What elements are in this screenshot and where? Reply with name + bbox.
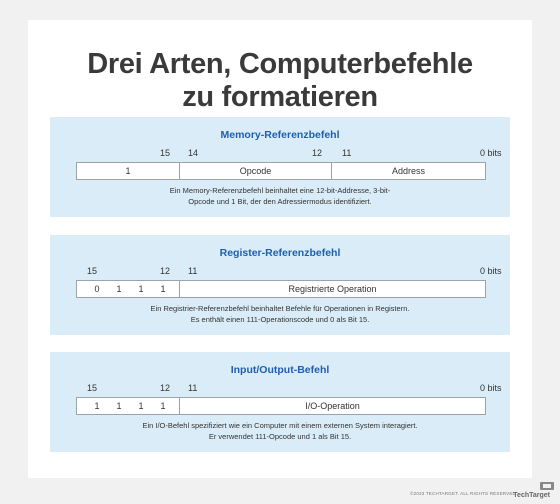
- cell-divider: [179, 398, 180, 414]
- bit-label-12: 12: [312, 148, 323, 158]
- bit-label-11: 11: [342, 148, 352, 158]
- description-line-1: Ein I/O-Befehl spezifiziert wie ein Comp…: [142, 421, 418, 430]
- panel-title: Memory-Referenzbefehl: [220, 129, 340, 141]
- instruction-format-row: 1 Opcode Address: [76, 162, 486, 180]
- diagram-title: Drei Arten, Computerbefehle zu formatier…: [28, 48, 532, 114]
- description-line-2: Opcode und 1 Bit, der den Adressiermodus…: [188, 197, 372, 206]
- panel-description: Ein Memory-Referenzbefehl beinhaltet ein…: [90, 185, 470, 207]
- bit-label-14: 14: [188, 148, 199, 158]
- title-line-2: zu formatieren: [182, 81, 378, 113]
- cell-divider: [179, 163, 180, 179]
- bit-label-0: 0 bits: [480, 383, 502, 393]
- panel-title: Input/Output-Befehl: [230, 364, 330, 376]
- cell-divider: [179, 281, 180, 297]
- copyright-footer: ©2023 TECHTARGET. ALL RIGHTS RESERVED: [410, 491, 516, 496]
- panel-description: Ein I/O-Befehl spezifiziert wie ein Comp…: [90, 420, 470, 442]
- cell-bit-13: 1: [138, 401, 144, 411]
- bit-label-12: 12: [160, 266, 171, 276]
- cell-opcode: Opcode: [239, 166, 272, 176]
- cell-bit-14: 1: [116, 401, 122, 411]
- bit-label-15: 15: [160, 148, 171, 158]
- description-line-1: Ein Registrier-Referenzbefehl beinhaltet…: [150, 304, 410, 313]
- bit-label-12: 12: [160, 383, 171, 393]
- bit-label-0: 0 bits: [480, 266, 502, 276]
- instruction-format-row: 1 1 1 1 I/O-Operation: [76, 397, 486, 415]
- title-line-1: Drei Arten, Computerbefehle: [87, 48, 473, 80]
- cell-bit-12: 1: [160, 401, 166, 411]
- bit-label-11: 11: [188, 266, 198, 276]
- cell-divider: [331, 163, 332, 179]
- bit-label-11: 11: [188, 383, 198, 393]
- cell-register-operation: Registrierte Operation: [288, 284, 377, 294]
- panel-description: Ein Registrier-Referenzbefehl beinhaltet…: [90, 303, 470, 325]
- bit-label-15: 15: [87, 383, 98, 393]
- cell-bit-15: 1: [94, 401, 100, 411]
- register-reference-panel: Register-Referenzbefehl 15 12 11 0 bits …: [50, 235, 510, 335]
- cell-bit-15: 0: [94, 284, 100, 294]
- io-instruction-panel: Input/Output-Befehl 15 12 11 0 bits 1 1 …: [50, 352, 510, 452]
- diagram-card: Drei Arten, Computerbefehle zu formatier…: [28, 20, 532, 478]
- panel-title: Register-Referenzbefehl: [219, 247, 341, 259]
- description-line-1: Ein Memory-Referenzbefehl beinhaltet ein…: [169, 186, 391, 195]
- memory-reference-panel: Memory-Referenzbefehl 15 14 12 11 0 bits…: [50, 117, 510, 217]
- cell-bit-13: 1: [138, 284, 144, 294]
- description-line-2: Es enthält einen 111-Operationscode und …: [190, 315, 370, 324]
- description-line-2: Er verwendet 111-Opcode und 1 als Bit 15…: [208, 432, 352, 441]
- brand-logo: TechTarget: [513, 492, 550, 499]
- cell-io-operation: I/O-Operation: [305, 401, 360, 411]
- bit-label-15: 15: [87, 266, 98, 276]
- cell-bit-14: 1: [116, 284, 122, 294]
- techtarget-logo-icon: [540, 482, 554, 490]
- bit-label-0: 0 bits: [480, 148, 502, 158]
- cell-address: Address: [391, 166, 426, 176]
- cell-indirect-bit: 1: [125, 166, 131, 176]
- instruction-format-row: 0 1 1 1 Registrierte Operation: [76, 280, 486, 298]
- cell-bit-12: 1: [160, 284, 166, 294]
